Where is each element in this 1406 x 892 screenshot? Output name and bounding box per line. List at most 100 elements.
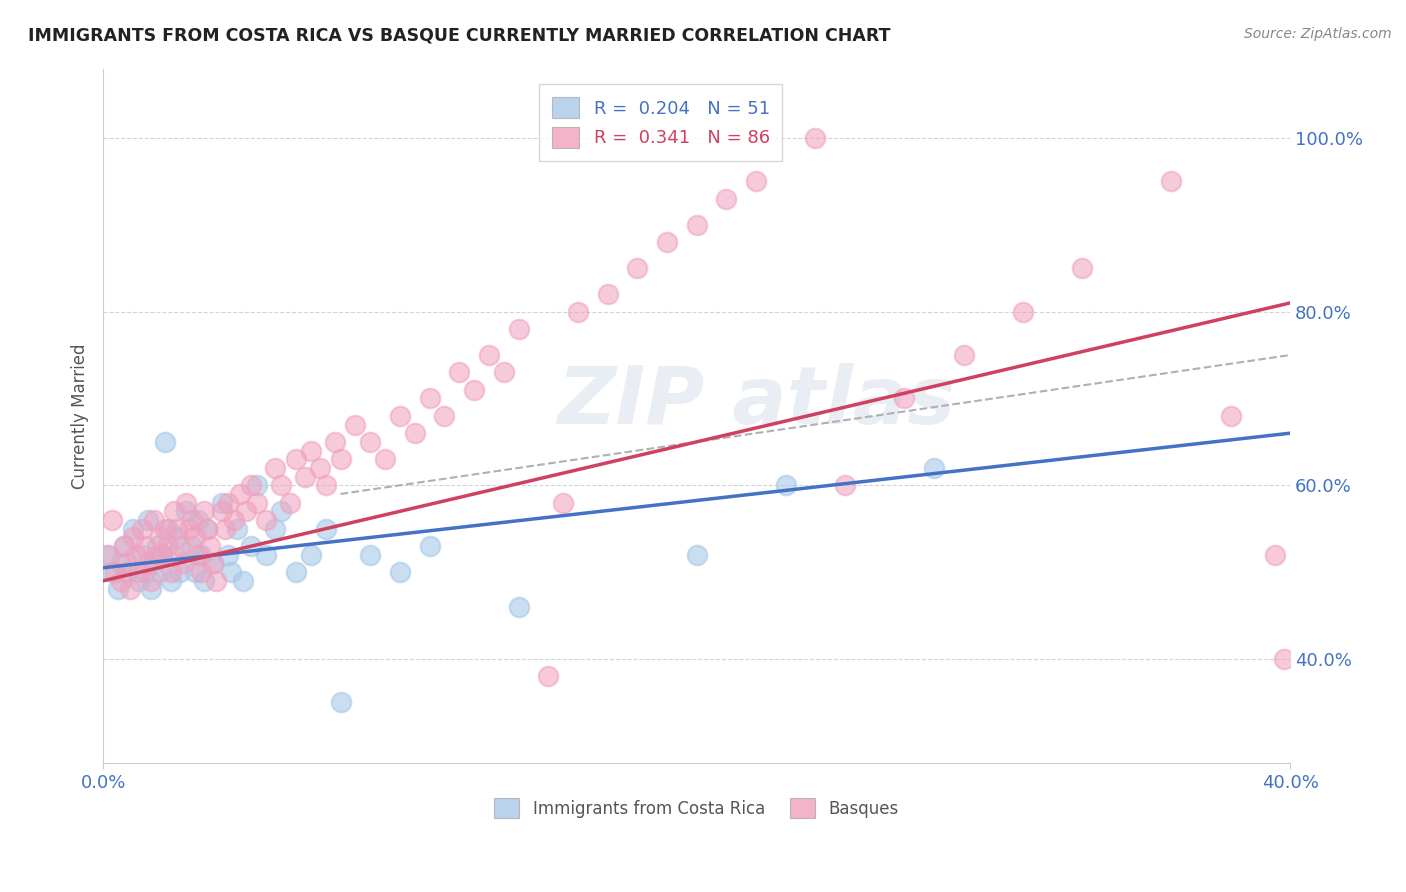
Point bbox=[492, 366, 515, 380]
Point bbox=[254, 513, 277, 527]
Point bbox=[478, 348, 501, 362]
Point bbox=[163, 504, 186, 518]
Point bbox=[101, 565, 124, 579]
Point bbox=[433, 409, 456, 423]
Point bbox=[315, 522, 337, 536]
Point bbox=[160, 565, 183, 579]
Point bbox=[128, 565, 150, 579]
Point bbox=[198, 539, 221, 553]
Point bbox=[172, 557, 194, 571]
Point bbox=[254, 548, 277, 562]
Point bbox=[142, 557, 165, 571]
Point bbox=[359, 548, 381, 562]
Point bbox=[240, 539, 263, 553]
Point bbox=[463, 383, 485, 397]
Point bbox=[179, 522, 201, 536]
Point bbox=[685, 548, 707, 562]
Point bbox=[388, 565, 411, 579]
Point bbox=[685, 218, 707, 232]
Point bbox=[246, 478, 269, 492]
Point bbox=[145, 539, 167, 553]
Point bbox=[193, 504, 215, 518]
Point bbox=[626, 261, 648, 276]
Point bbox=[418, 392, 440, 406]
Point bbox=[125, 548, 148, 562]
Point bbox=[449, 366, 471, 380]
Point bbox=[537, 669, 560, 683]
Point bbox=[131, 522, 153, 536]
Point bbox=[240, 478, 263, 492]
Point bbox=[344, 417, 367, 432]
Point bbox=[201, 557, 224, 571]
Point bbox=[804, 131, 827, 145]
Point bbox=[404, 426, 426, 441]
Point bbox=[157, 522, 180, 536]
Point bbox=[205, 574, 228, 588]
Point bbox=[104, 565, 127, 579]
Point bbox=[131, 548, 153, 562]
Point bbox=[187, 548, 209, 562]
Point bbox=[893, 392, 915, 406]
Point bbox=[219, 565, 242, 579]
Point bbox=[299, 548, 322, 562]
Point bbox=[235, 504, 257, 518]
Point bbox=[139, 582, 162, 597]
Point bbox=[315, 478, 337, 492]
Point bbox=[152, 548, 174, 562]
Point bbox=[110, 557, 132, 571]
Point bbox=[1012, 304, 1035, 318]
Point bbox=[329, 695, 352, 709]
Point bbox=[323, 434, 346, 449]
Point bbox=[952, 348, 974, 362]
Point bbox=[107, 582, 129, 597]
Point bbox=[184, 530, 207, 544]
Point bbox=[716, 192, 738, 206]
Point bbox=[388, 409, 411, 423]
Point bbox=[134, 565, 156, 579]
Point bbox=[655, 235, 678, 249]
Point bbox=[1160, 174, 1182, 188]
Point bbox=[145, 548, 167, 562]
Point bbox=[222, 513, 245, 527]
Point bbox=[115, 557, 138, 571]
Point bbox=[264, 461, 287, 475]
Point bbox=[187, 513, 209, 527]
Point bbox=[211, 496, 233, 510]
Point bbox=[270, 478, 292, 492]
Point bbox=[217, 548, 239, 562]
Point bbox=[195, 522, 218, 536]
Point bbox=[112, 539, 135, 553]
Point bbox=[246, 496, 269, 510]
Point bbox=[228, 487, 250, 501]
Point bbox=[118, 582, 141, 597]
Point bbox=[94, 548, 117, 562]
Point bbox=[136, 513, 159, 527]
Point bbox=[134, 539, 156, 553]
Point bbox=[163, 548, 186, 562]
Point bbox=[190, 565, 212, 579]
Point bbox=[834, 478, 856, 492]
Point bbox=[160, 574, 183, 588]
Point bbox=[211, 504, 233, 518]
Point bbox=[596, 287, 619, 301]
Point bbox=[270, 504, 292, 518]
Text: IMMIGRANTS FROM COSTA RICA VS BASQUE CURRENTLY MARRIED CORRELATION CHART: IMMIGRANTS FROM COSTA RICA VS BASQUE CUR… bbox=[28, 27, 890, 45]
Point bbox=[155, 434, 177, 449]
Point bbox=[157, 539, 180, 553]
Point bbox=[201, 557, 224, 571]
Point bbox=[128, 574, 150, 588]
Text: Source: ZipAtlas.com: Source: ZipAtlas.com bbox=[1244, 27, 1392, 41]
Point bbox=[136, 557, 159, 571]
Text: ZIP atlas: ZIP atlas bbox=[557, 363, 955, 441]
Point bbox=[264, 522, 287, 536]
Point bbox=[285, 565, 308, 579]
Point bbox=[195, 522, 218, 536]
Point bbox=[294, 469, 316, 483]
Point bbox=[1071, 261, 1094, 276]
Point bbox=[922, 461, 945, 475]
Point bbox=[214, 522, 236, 536]
Point bbox=[110, 574, 132, 588]
Point bbox=[508, 599, 530, 614]
Point bbox=[285, 452, 308, 467]
Point bbox=[101, 513, 124, 527]
